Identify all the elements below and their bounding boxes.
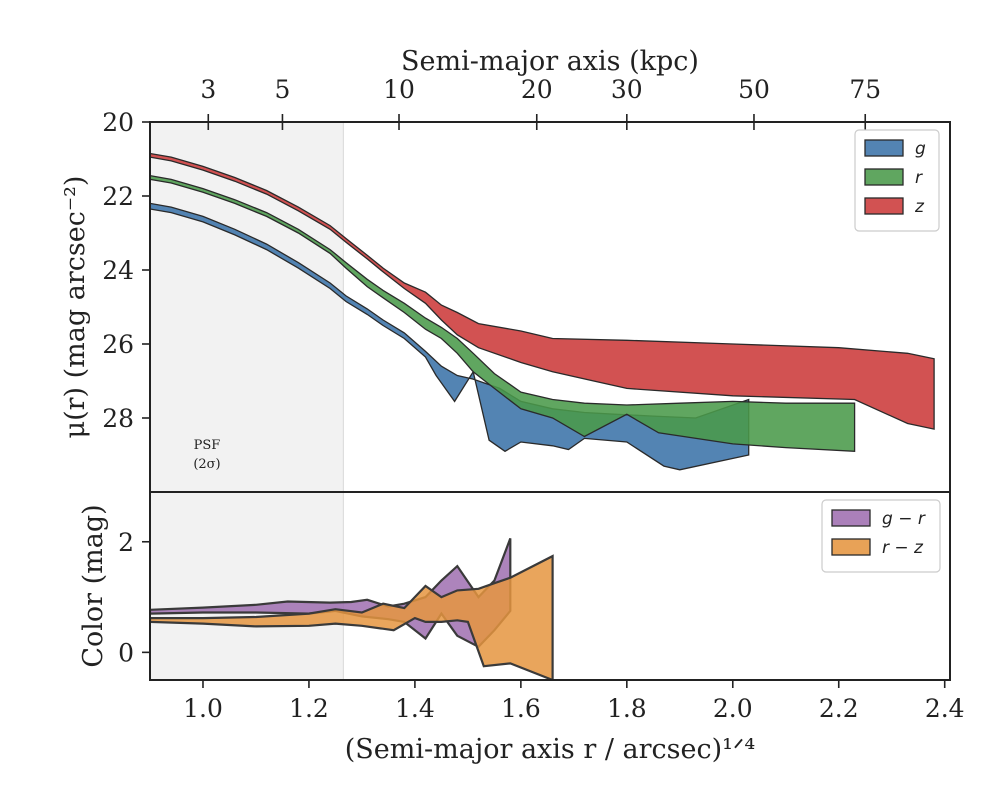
psf-shaded-region <box>150 122 344 492</box>
y-tick-label: 22 <box>102 182 134 211</box>
bottom-y-axis-title: Color (mag) <box>78 504 109 667</box>
legend-swatch <box>831 538 871 556</box>
y-tick-label: 28 <box>102 404 134 433</box>
bottom-legend: g − r r − z <box>821 499 941 573</box>
band-z <box>150 152 935 430</box>
color-y-tick-label: 2 <box>118 528 134 557</box>
bottom-panel-frame <box>149 491 951 681</box>
legend-label: r <box>915 168 923 188</box>
top-y-axis-title: μ(r) (mag arcsec⁻²) <box>60 176 91 439</box>
y-tick-label: 20 <box>102 108 134 137</box>
kpc-tick-label: 5 <box>274 75 290 104</box>
band-g <box>150 202 750 471</box>
x-tick-label: 1.0 <box>183 694 223 723</box>
x-tick-label: 2.0 <box>713 694 753 723</box>
bottom-y-axis-ticks: 02 <box>118 528 150 667</box>
color-panel: 02 1.0 1.2 1.4 1.6 1.8 2.0 2.2 2.4 Color (mag) … <box>78 491 965 765</box>
top-x-axis-title: Semi-major axis (kpc) <box>401 46 699 77</box>
psf-shaded-region-bottom <box>150 492 344 680</box>
top-x-axis-ticks: 3 5 10 20 30 50 75 <box>200 75 881 130</box>
y-tick-label: 24 <box>102 256 134 285</box>
legend-label: z <box>914 197 925 217</box>
top-legend: grz <box>854 129 940 232</box>
color-y-tick-label: 0 <box>118 638 134 667</box>
legend-swatch <box>831 509 871 527</box>
band-r <box>150 174 856 452</box>
x-tick-label: 1.8 <box>607 694 647 723</box>
kpc-tick-label: 75 <box>849 75 881 104</box>
color-series <box>150 538 554 680</box>
bottom-x-axis-ticks: 1.0 1.2 1.4 1.6 1.8 2.0 2.2 2.4 <box>183 680 965 723</box>
top-y-axis-ticks: 20 22 24 26 28 <box>102 108 150 433</box>
kpc-tick-label: 10 <box>383 75 415 104</box>
color-band-r-z <box>150 554 554 680</box>
x-tick-label: 2.2 <box>819 694 859 723</box>
legend-swatch <box>864 197 904 215</box>
legend-label: g − r <box>882 509 926 529</box>
bottom-x-axis-title: (Semi-major axis r / arcsec)¹ᐟ⁴ <box>345 734 755 765</box>
kpc-tick-label: 50 <box>738 75 770 104</box>
kpc-tick-label: 3 <box>200 75 216 104</box>
x-tick-label: 2.4 <box>925 694 965 723</box>
y-tick-label: 26 <box>102 330 134 359</box>
legend-swatch <box>864 168 904 186</box>
legend-swatch <box>864 139 904 157</box>
legend-label: g <box>915 139 926 159</box>
x-tick-label: 1.6 <box>501 694 541 723</box>
psf-label-line2: (2σ) <box>193 457 220 472</box>
surface-brightness-series <box>150 152 935 471</box>
surface-brightness-panel: 20 22 24 26 28 3 5 10 20 30 50 75 Semi-major axis … <box>60 46 951 493</box>
kpc-tick-label: 30 <box>611 75 643 104</box>
legend-label: r − z <box>882 538 924 558</box>
psf-label-line1: PSF <box>194 438 221 453</box>
x-tick-label: 1.2 <box>289 694 329 723</box>
x-tick-label: 1.4 <box>395 694 435 723</box>
kpc-tick-label: 20 <box>521 75 553 104</box>
